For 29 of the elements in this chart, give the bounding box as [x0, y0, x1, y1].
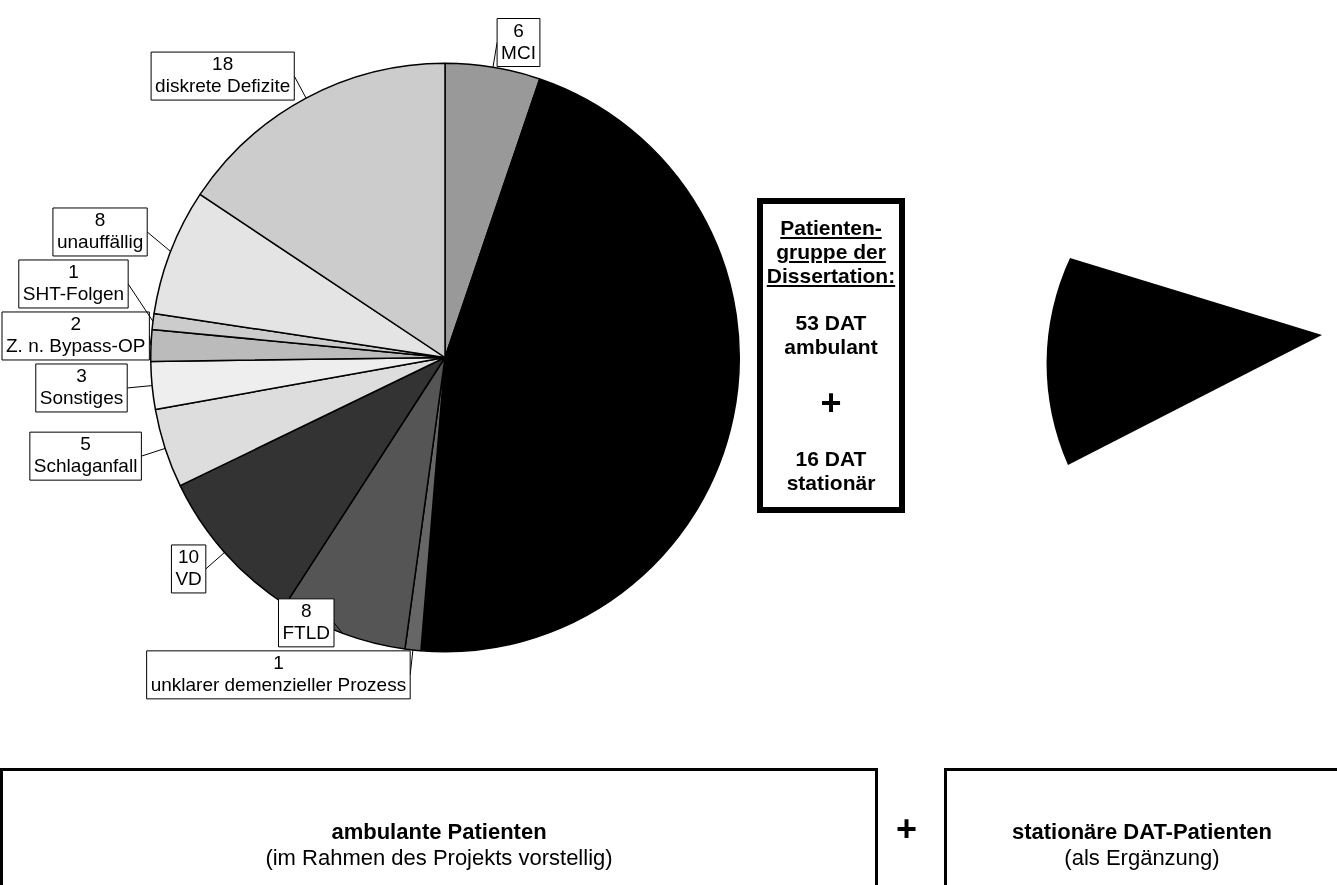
slice-label: MCI — [501, 41, 536, 63]
text: Patienten-gruppe der Dissertation: — [765, 215, 897, 288]
text: + — [896, 808, 918, 850]
data-label: 18 — [212, 53, 234, 75]
slice-label: unauffällig — [56, 231, 144, 253]
data-label: 6 — [513, 19, 524, 41]
text: (als Ergänzung) — [1063, 845, 1221, 871]
text: 53 DAT ambulant — [783, 310, 879, 359]
slice-label: SHT-Folgen — [22, 283, 125, 305]
text: 16 DAT stationär — [785, 447, 877, 496]
data-label: 1 — [273, 652, 284, 674]
slice-label: Schlaganfall — [33, 455, 138, 477]
text: + — [820, 382, 842, 425]
data-label: 5 — [80, 433, 91, 455]
slice-label: Sonstiges — [39, 387, 124, 409]
slice-label: FTLD — [282, 622, 330, 644]
data-label: 2 — [70, 313, 81, 335]
slice-label: Z. n. Bypass-OP — [6, 335, 146, 357]
data-label: 1 — [68, 261, 79, 283]
slice-label: diskrete Defizite — [155, 75, 291, 97]
text: ambulante Patienten — [330, 819, 548, 845]
slice-label: unklarer demenzieller Prozess — [150, 674, 407, 696]
text: stationäre DAT-Patienten — [1011, 819, 1273, 845]
slice-label: VD — [175, 568, 202, 590]
data-label: 8 — [94, 209, 106, 231]
data-label: 8 — [300, 600, 312, 622]
data-label: 3 — [76, 365, 87, 387]
data-label: 10 — [178, 546, 200, 568]
text: (im Rahmen des Projekts vorstellig) — [264, 845, 614, 871]
